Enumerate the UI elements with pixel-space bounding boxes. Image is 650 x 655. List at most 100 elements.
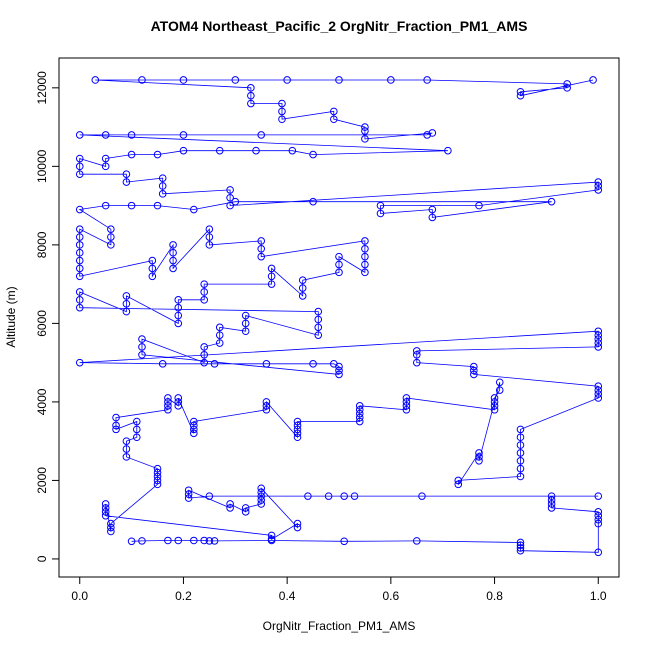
- x-tick-label: 0.6: [383, 589, 400, 603]
- data-point: [164, 394, 172, 402]
- data-point: [428, 205, 437, 214]
- data-point: [594, 339, 603, 347]
- data-point: [190, 205, 198, 214]
- data-point: [169, 241, 177, 249]
- data-point: [309, 197, 317, 206]
- data-point: [257, 500, 266, 508]
- data-point: [475, 456, 483, 465]
- data-point: [589, 76, 597, 84]
- data-point: [190, 425, 198, 434]
- data-point: [516, 472, 525, 481]
- data-point: [138, 537, 146, 545]
- data-point: [594, 386, 603, 394]
- data-point: [138, 350, 146, 359]
- data-point: [335, 362, 343, 371]
- data-point: [174, 303, 183, 312]
- data-point: [200, 288, 208, 296]
- data-point: [594, 327, 603, 336]
- x-tick-label: 1.0: [590, 589, 607, 603]
- data-point: [355, 413, 364, 422]
- data-point: [138, 343, 146, 351]
- data-point: [122, 170, 131, 179]
- data-point: [516, 441, 525, 449]
- data-point: [112, 425, 120, 434]
- data-point: [101, 504, 110, 512]
- data-point: [75, 205, 84, 214]
- data-point: [278, 115, 286, 124]
- data-point: [153, 464, 162, 473]
- data-point: [262, 398, 271, 406]
- data-point: [138, 76, 146, 84]
- data-point: [252, 146, 260, 155]
- data-point: [112, 421, 120, 430]
- data-point: [335, 366, 343, 375]
- data-point: [454, 476, 463, 485]
- data-point: [75, 296, 84, 304]
- data-point: [412, 358, 421, 367]
- data-point: [75, 303, 84, 312]
- data-point: [516, 87, 525, 96]
- data-point: [127, 201, 136, 210]
- data-point: [210, 537, 219, 545]
- data-point: [490, 402, 499, 410]
- y-axis-label: Altitude (m): [4, 286, 18, 347]
- data-point: [298, 292, 307, 300]
- data-point: [361, 252, 369, 261]
- data-point: [516, 541, 525, 550]
- data-point: [516, 425, 525, 434]
- data-point: [215, 146, 224, 155]
- data-point: [283, 76, 291, 84]
- data-point: [226, 500, 234, 508]
- data-point: [132, 425, 141, 434]
- data-point: [153, 468, 162, 477]
- data-point: [355, 402, 364, 410]
- data-point: [122, 178, 131, 186]
- data-point: [340, 537, 348, 546]
- data-point: [490, 398, 499, 406]
- data-point: [402, 398, 411, 406]
- data-point: [257, 496, 266, 504]
- data-point: [107, 527, 115, 536]
- data-point: [361, 237, 369, 245]
- data-point: [184, 490, 193, 498]
- data-point: [361, 268, 369, 277]
- data-point: [127, 537, 136, 546]
- data-point: [184, 486, 193, 495]
- data-point: [75, 131, 84, 139]
- data-point: [148, 264, 157, 273]
- data-point: [293, 429, 302, 438]
- data-point: [215, 331, 224, 339]
- data-point: [241, 319, 250, 328]
- data-point: [226, 504, 234, 512]
- data-point: [122, 453, 131, 461]
- data-point: [107, 225, 115, 233]
- data-point: [247, 84, 255, 92]
- data-point: [267, 272, 276, 281]
- data-point: [428, 129, 437, 137]
- data-point: [267, 280, 276, 288]
- data-point: [547, 496, 556, 504]
- data-point: [190, 421, 198, 430]
- data-point: [547, 500, 556, 508]
- data-point: [454, 480, 463, 489]
- data-point: [75, 248, 84, 257]
- data-point: [293, 433, 302, 442]
- data-point: [153, 150, 162, 159]
- data-point: [257, 492, 266, 500]
- data-point: [210, 360, 219, 368]
- data-point: [75, 154, 84, 163]
- data-point: [174, 402, 183, 410]
- data-point: [594, 186, 603, 194]
- data-point: [330, 107, 338, 116]
- data-point: [75, 170, 84, 179]
- data-point: [594, 548, 603, 557]
- data-point: [132, 433, 141, 442]
- data-point: [293, 519, 302, 528]
- data-point: [412, 347, 421, 355]
- chart-title: ATOM4 Northeast_Pacific_2 OrgNitr_Fracti…: [151, 18, 528, 34]
- data-point: [148, 256, 157, 265]
- data-point: [335, 370, 343, 379]
- data-point: [594, 331, 603, 339]
- data-point: [200, 296, 208, 304]
